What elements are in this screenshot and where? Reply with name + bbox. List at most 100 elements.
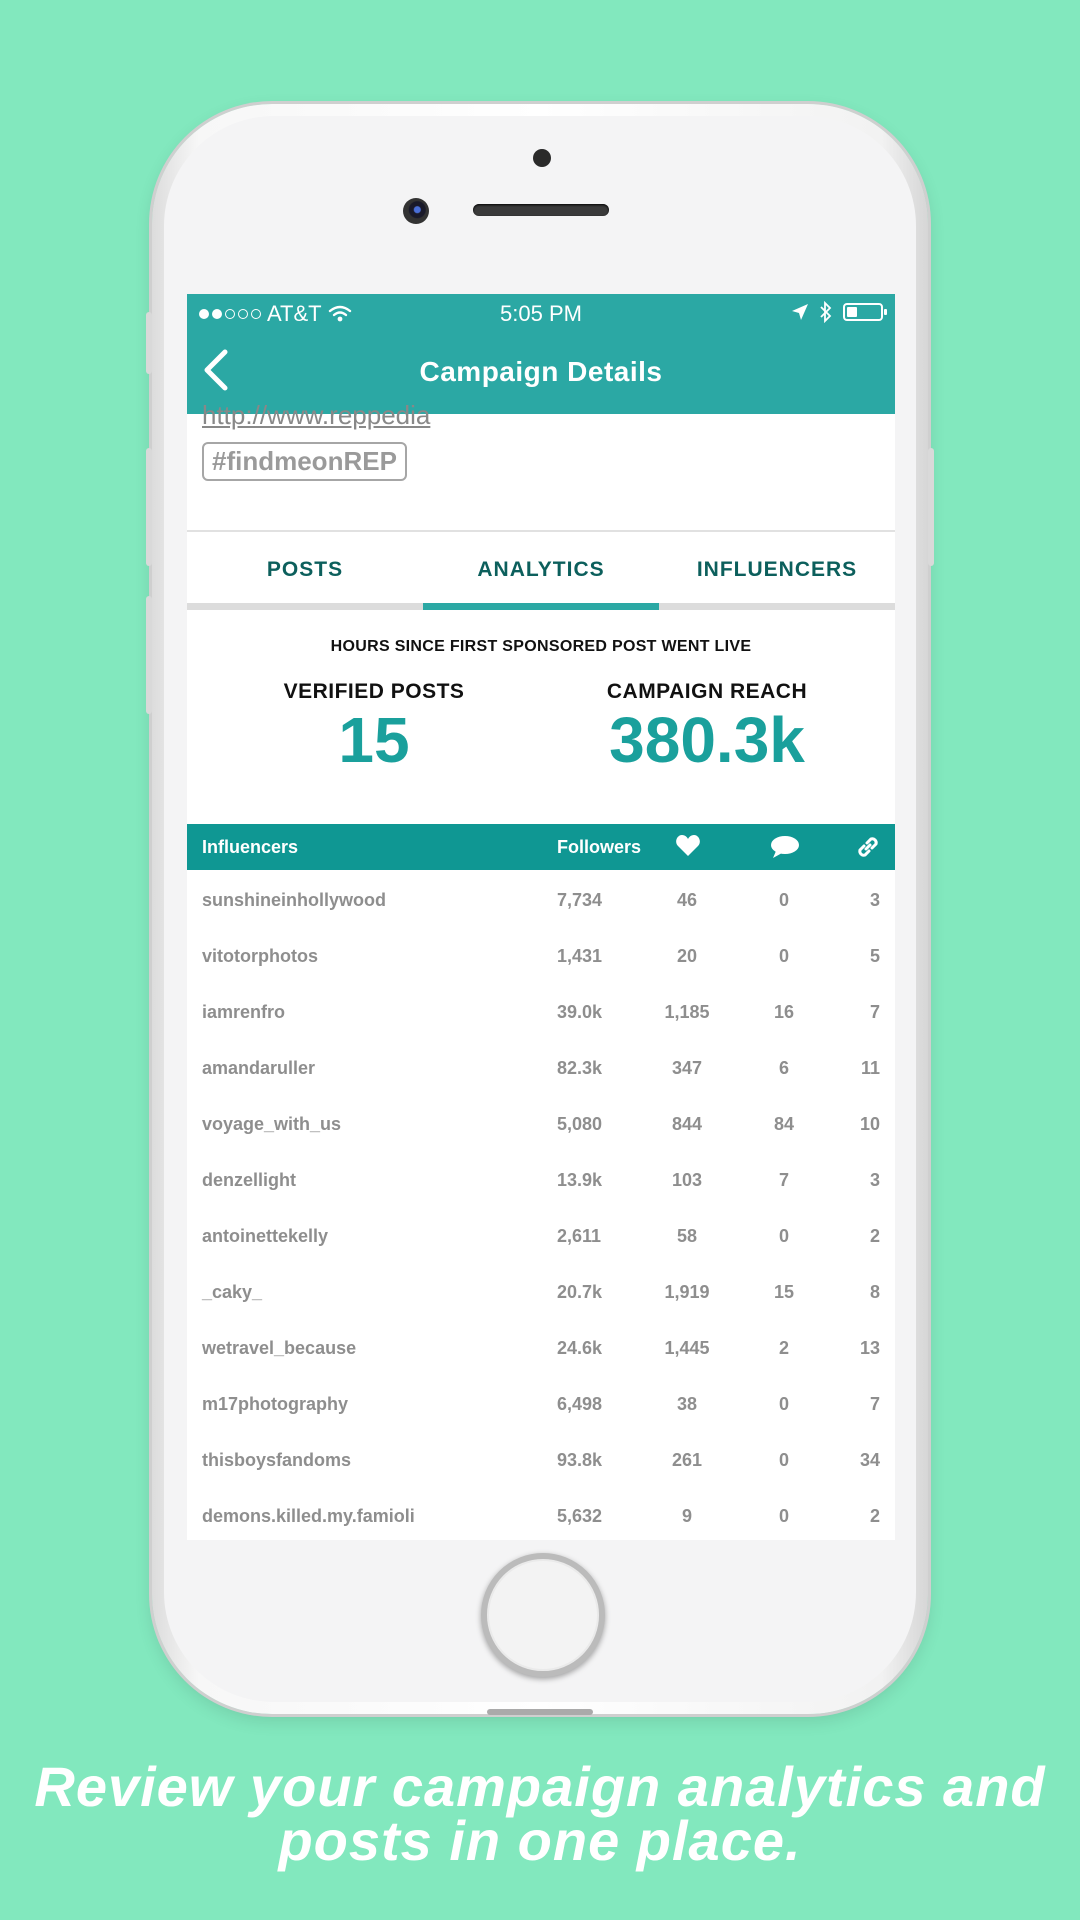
table-row[interactable]: thisboysfandoms 93.8k 261 0 34 [187,1430,895,1486]
influencer-name: _caky_ [202,1282,263,1302]
links-count: 3 [869,890,880,910]
tab-posts-label: POSTS [266,558,344,581]
back-button[interactable] [201,348,245,400]
table-row[interactable]: wetravel_because 24.6k 1,445 2 13 [187,1318,895,1374]
table-row[interactable]: demons.killed.my.famioli 5,632 9 0 2 [187,1486,895,1540]
comments-count: 84 [773,1114,795,1134]
hours-since-live-label: HOURS SINCE FIRST SPONSORED POST WENT LI… [330,638,752,655]
home-button[interactable] [481,1553,605,1677]
campaign-reach-value: 380.3k [609,704,805,776]
table-row[interactable]: sunshineinhollywood 7,734 46 0 3 [187,870,895,926]
link-icon[interactable] [855,834,881,860]
followers-count: 7,734 [557,890,603,910]
table-row[interactable]: _caky_ 20.7k 1,919 15 8 [187,1262,895,1318]
comments-count: 0 [778,946,789,966]
likes-count: 20 [676,946,698,966]
comment-icon[interactable] [770,835,800,859]
tab-posts[interactable]: POSTS [187,532,423,610]
verified-posts-label: VERIFIED POSTS [283,680,465,703]
influencer-name: antoinettekelly [202,1226,329,1246]
influencer-name: vitotorphotos [202,946,318,966]
influencer-name: sunshineinhollywood [202,890,386,910]
campaign-link[interactable]: http://www.reppedia [202,400,431,430]
followers-count: 5,632 [557,1506,603,1526]
bottom-edge [487,1709,593,1715]
followers-count: 93.8k [557,1450,603,1470]
followers-count: 39.0k [557,1002,603,1022]
navigation-bar: Campaign Details [187,334,895,414]
comments-count: 6 [778,1058,789,1078]
page-title: Campaign Details [419,356,663,387]
table-row[interactable]: denzellight 13.9k 103 7 3 [187,1150,895,1206]
table-header: Influencers Followers [187,824,895,870]
front-camera [403,198,429,224]
followers-count: 13.9k [557,1170,603,1190]
tab-analytics[interactable]: ANALYTICS [423,532,659,610]
table-row[interactable]: vitotorphotos 1,431 20 0 5 [187,926,895,982]
table-row[interactable]: amandaruller 82.3k 347 6 11 [187,1038,895,1094]
tab-influencers[interactable]: INFLUENCERS [659,532,895,610]
comments-count: 0 [778,1506,789,1526]
wifi-icon [328,305,351,322]
campaign-reach-label: CAMPAIGN REACH [606,680,808,703]
comments-count: 0 [778,890,789,910]
followers-count: 1,431 [557,946,603,966]
likes-count: 103 [671,1170,703,1190]
volume-up-button [146,448,152,566]
likes-count: 347 [671,1058,703,1078]
campaign-hashtag[interactable]: #findmeonREP [202,442,407,481]
comments-count: 0 [778,1450,789,1470]
promo-caption-line-1: Review your campaign analytics and [34,1755,1046,1818]
chevron-left-icon [204,349,228,391]
clock: 5:05 PM [500,301,582,326]
proximity-sensor [533,149,551,167]
influencer-table: Influencers Followers sunshineinhollywoo… [187,824,895,1540]
likes-count: 46 [676,890,698,910]
links-count: 5 [869,946,880,966]
mute-switch [146,312,152,374]
followers-column-header[interactable]: Followers [557,837,642,857]
followers-count: 20.7k [557,1282,603,1302]
status-bar: AT&T 5:05 PM [187,294,895,334]
comments-count: 7 [778,1170,789,1190]
table-body: sunshineinhollywood 7,734 46 0 3 vitotorphoto… [187,870,895,1540]
followers-count: 24.6k [557,1338,603,1358]
influencer-name: amandaruller [202,1058,316,1078]
carrier-label: AT&T [267,301,322,326]
comments-count: 16 [773,1002,795,1022]
tab-influencers-indicator [659,603,895,610]
table-row[interactable]: m17photography 6,498 38 0 7 [187,1374,895,1430]
followers-count: 6,498 [557,1394,603,1414]
battery-icon [843,303,887,321]
influencers-column-header[interactable]: Influencers [202,837,299,857]
links-count: 7 [869,1002,880,1022]
influencer-name: denzellight [202,1170,296,1190]
likes-count: 38 [676,1394,698,1414]
links-count: 7 [869,1394,880,1414]
influencer-name: iamrenfro [202,1002,286,1022]
followers-count: 82.3k [557,1058,603,1078]
likes-count: 1,445 [664,1338,710,1358]
table-row[interactable]: voyage_with_us 5,080 844 84 10 [187,1094,895,1150]
followers-count: 2,611 [557,1226,602,1246]
comments-count: 2 [778,1338,789,1358]
followers-count: 5,080 [557,1114,603,1134]
campaign-header: http://www.reppedia #findmeonREP [187,400,895,532]
likes-count: 9 [681,1506,692,1526]
likes-count: 1,185 [664,1002,710,1022]
comments-count: 15 [773,1282,795,1302]
table-row[interactable]: antoinettekelly 2,611 58 0 2 [187,1206,895,1262]
links-count: 3 [869,1170,880,1190]
links-count: 11 [860,1058,880,1078]
links-count: 8 [869,1282,880,1302]
earpiece-speaker [473,204,609,216]
table-row[interactable]: iamrenfro 39.0k 1,185 16 7 [187,982,895,1038]
influencer-name: m17photography [202,1394,349,1414]
likes-count: 844 [671,1114,703,1134]
links-count: 2 [869,1226,880,1246]
heart-icon[interactable] [675,834,701,858]
influencer-name: demons.killed.my.famioli [202,1506,415,1526]
links-count: 34 [859,1450,880,1470]
links-count: 13 [859,1338,880,1358]
tab-posts-indicator [187,603,423,610]
